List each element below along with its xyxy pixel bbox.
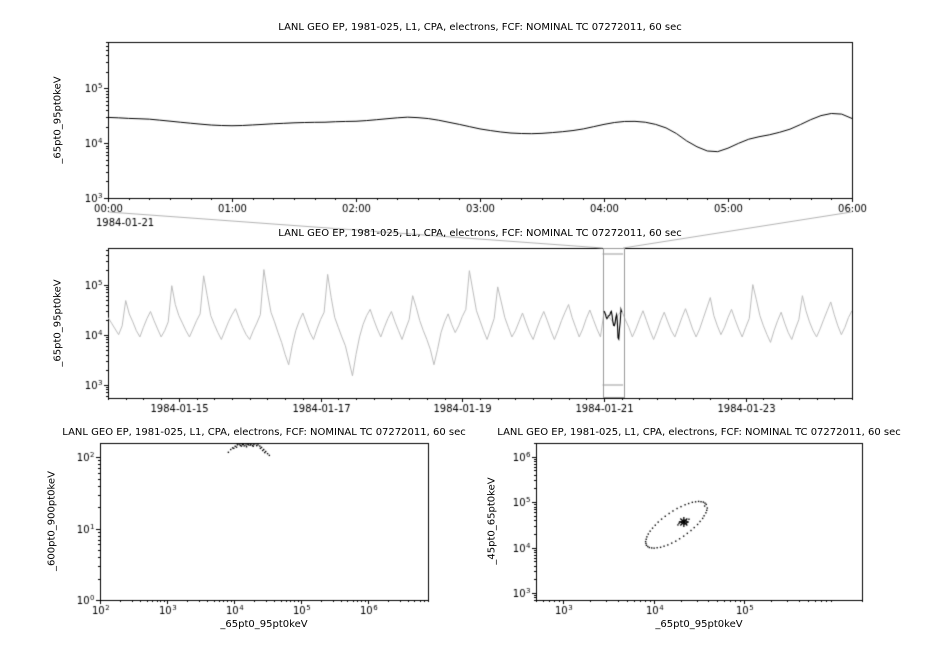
panel-d-title: LANL GEO EP, 1981-025, L1, CPA, electron… (497, 427, 901, 438)
panel-c-title: LANL GEO EP, 1981-025, L1, CPA, electron… (62, 427, 466, 438)
panel-c-xlabel: _65pt0_95pt0keV (220, 619, 308, 630)
panel-b-ylabel: _65pt0_95pt0keV (52, 279, 64, 367)
panel-d-xlabel: _65pt0_95pt0keV (655, 619, 743, 630)
panel-a-ylabel: _65pt0_95pt0keV (52, 76, 64, 164)
context-selection-box[interactable] (602, 248, 623, 398)
panel-b-title: LANL GEO EP, 1981-025, L1, CPA, electron… (278, 228, 682, 239)
panel-a-title: LANL GEO EP, 1981-025, L1, CPA, electron… (278, 22, 682, 33)
panel-d-ylabel: _45pt0_65pt0keV (486, 477, 498, 565)
panel-c-ylabel: _600pt0_900pt0keV (46, 471, 58, 571)
